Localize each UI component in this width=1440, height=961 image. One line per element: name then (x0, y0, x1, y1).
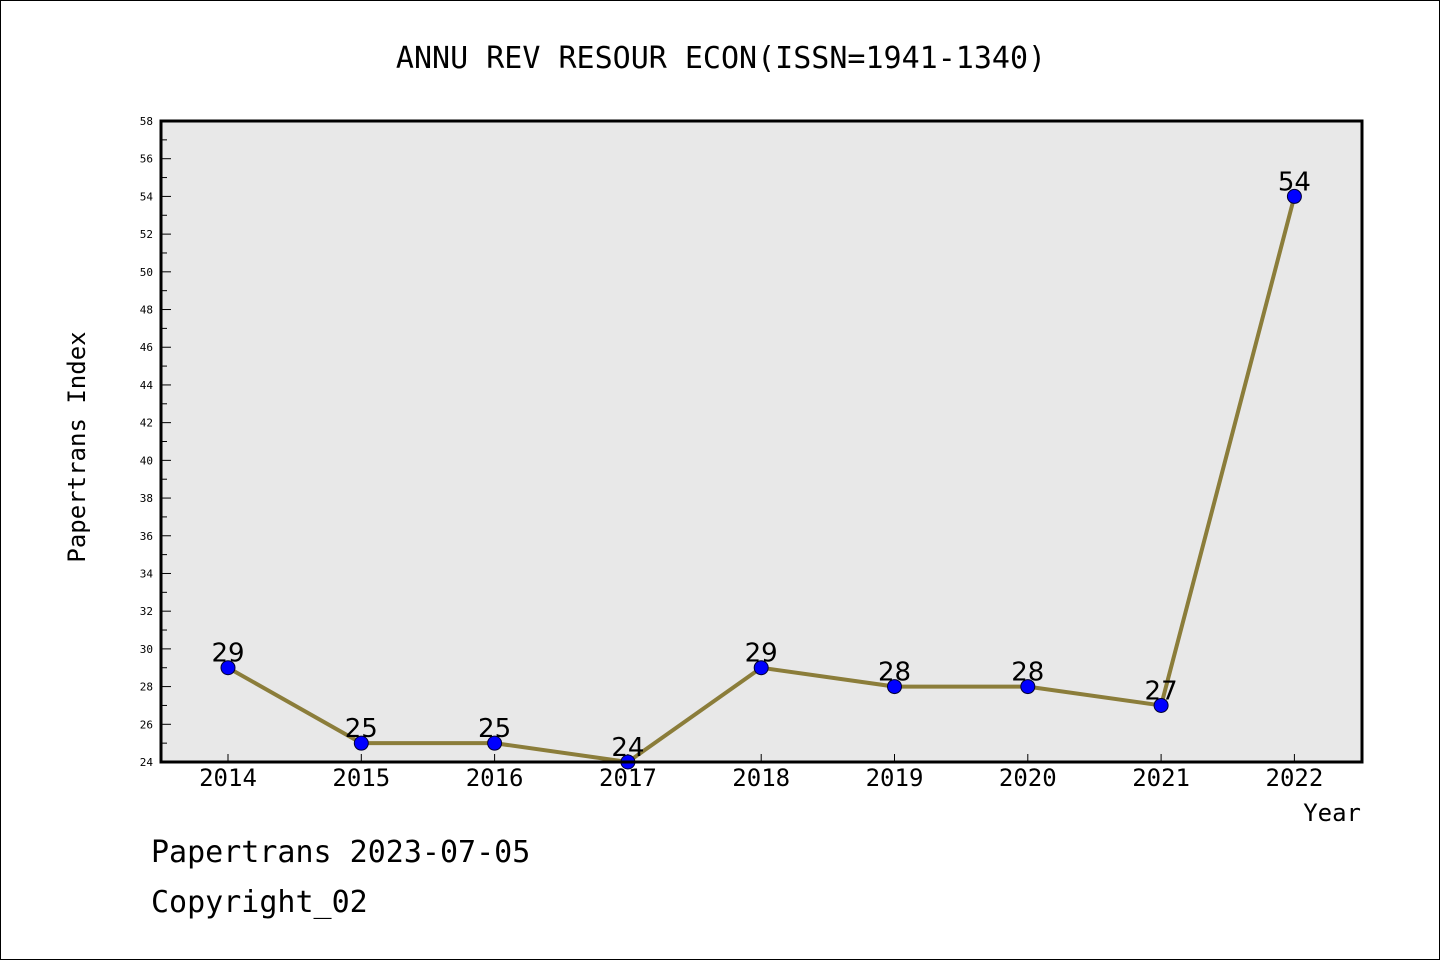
data-label-layer: 29 25 25 24 29 28 28 27 54 (211, 167, 1310, 763)
data-label: 27 (1145, 676, 1178, 706)
data-label: 54 (1278, 167, 1311, 197)
x-tick-label: 2016 (466, 764, 524, 792)
y-tick-label: 44 (140, 379, 154, 392)
data-label: 28 (878, 658, 911, 688)
y-tick-label: 46 (140, 341, 153, 354)
y-tick-label: 58 (140, 115, 153, 128)
data-label: 25 (478, 714, 511, 744)
y-tick-label: 26 (140, 718, 153, 731)
plot-area (161, 121, 1362, 762)
y-tick-label: 36 (140, 530, 153, 543)
y-tick-label: 56 (140, 153, 153, 166)
data-label: 29 (745, 639, 778, 669)
x-tick-label: 2014 (199, 764, 257, 792)
x-axis: 2014 2015 2016 2017 2018 2019 2020 2021 2022 (199, 754, 1323, 792)
x-tick-label: 2018 (732, 764, 790, 792)
y-axis-title: Papertrans Index (63, 331, 91, 562)
data-label: 24 (611, 733, 644, 763)
y-tick-label: 24 (140, 756, 154, 769)
y-tick-label: 50 (140, 266, 153, 279)
x-tick-label: 2022 (1266, 764, 1324, 792)
data-label: 25 (345, 714, 378, 744)
data-point (1286, 188, 1302, 204)
data-point (353, 735, 369, 751)
y-tick-label: 30 (140, 643, 153, 656)
x-tick-label: 2020 (999, 764, 1057, 792)
series-layer (220, 188, 1302, 770)
data-label: 29 (211, 639, 244, 669)
y-tick-label: 38 (140, 492, 153, 505)
y-tick-label: 32 (140, 605, 153, 618)
data-point (1153, 697, 1169, 713)
x-tick-label: 2021 (1132, 764, 1190, 792)
x-axis-title: Year (1303, 799, 1361, 827)
y-tick-label: 42 (140, 417, 153, 430)
data-label: 28 (1011, 658, 1044, 688)
y-axis: 24 26 28 30 32 34 36 38 40 42 44 46 48 50 52 54 56 58 (140, 115, 171, 769)
y-tick-label: 40 (140, 454, 153, 467)
y-tick-label: 28 (140, 681, 153, 694)
x-tick-label: 2019 (866, 764, 924, 792)
y-tick-label: 52 (140, 228, 153, 241)
footer-date-text: Papertrans 2023-07-05 (151, 835, 531, 870)
data-point (1020, 679, 1036, 695)
data-point (887, 679, 902, 695)
chart-title: ANNU REV RESOUR ECON(ISSN=1941-1340) (396, 41, 1046, 76)
plot-border (159, 119, 1364, 764)
y-tick-label: 34 (140, 567, 154, 580)
data-point (220, 660, 236, 676)
y-tick-label: 48 (140, 304, 153, 317)
data-point (753, 660, 769, 676)
y-tick-label: 54 (140, 190, 154, 203)
footer-copyright-text: Copyright_02 (151, 885, 368, 920)
data-point (487, 735, 503, 751)
x-tick-label: 2015 (332, 764, 390, 792)
